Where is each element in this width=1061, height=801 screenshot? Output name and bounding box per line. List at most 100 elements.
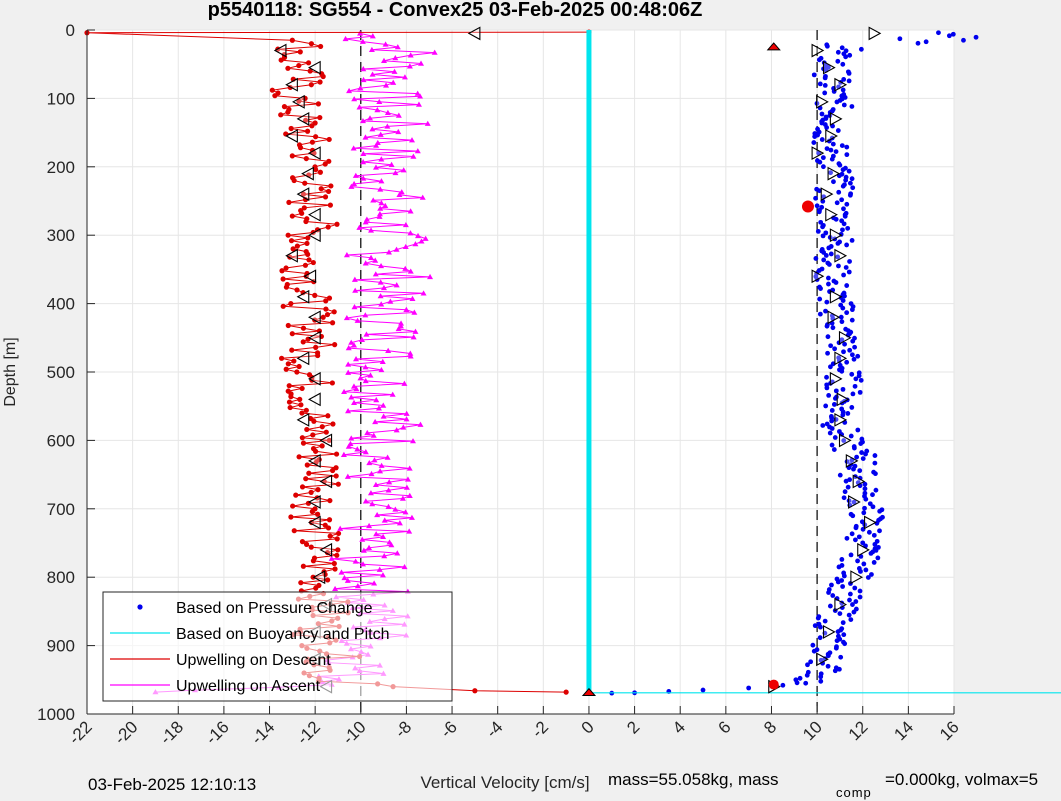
pressure-point <box>830 141 836 147</box>
descent-point <box>289 37 295 43</box>
descent-point <box>326 295 333 301</box>
pressure-point <box>936 30 941 36</box>
pressure-point <box>821 257 827 263</box>
pressure-point <box>841 221 847 227</box>
descent-point <box>325 525 332 531</box>
pressure-point <box>833 216 839 222</box>
pressure-point <box>847 347 853 353</box>
descent-marker <box>296 187 310 202</box>
ascent-point <box>356 104 363 110</box>
descent-point <box>289 213 295 219</box>
footer-info: mass=55.058kg, mass <box>608 770 779 789</box>
pressure-point <box>857 594 863 600</box>
pressure-point <box>849 104 855 109</box>
pressure-point <box>827 603 833 609</box>
descent-point <box>303 155 309 162</box>
pressure-point <box>841 76 847 82</box>
descent-point <box>279 355 285 361</box>
descent-point <box>278 112 284 118</box>
descent-point <box>299 385 305 392</box>
ascent-point <box>380 533 387 540</box>
ascent-point <box>373 142 380 148</box>
pressure-point <box>829 156 835 162</box>
pressure-point <box>836 564 842 570</box>
ascent-point <box>362 377 369 384</box>
descent-point <box>289 347 295 353</box>
descent-point <box>317 114 323 121</box>
descent-point <box>308 41 315 47</box>
ascent-marker <box>834 412 848 427</box>
pressure-point <box>794 680 800 686</box>
pressure-point <box>877 528 882 534</box>
pressure-point <box>837 472 843 478</box>
pressure-point <box>839 45 845 51</box>
pressure-point <box>797 675 803 681</box>
ascent-marker <box>834 351 848 366</box>
ascent-point <box>377 205 384 211</box>
descent-point <box>290 246 296 252</box>
pressure-point <box>855 353 861 359</box>
ascent-point <box>352 558 359 564</box>
pressure-point <box>822 618 828 624</box>
pressure-point <box>823 253 829 258</box>
y-tick-label: 900 <box>47 637 75 656</box>
pressure-point <box>804 672 810 678</box>
pressure-point <box>852 383 858 389</box>
ascent-point <box>345 407 352 414</box>
ascent-point <box>340 451 347 457</box>
descent-point <box>299 210 305 216</box>
pressure-point <box>844 144 850 150</box>
pressure-point <box>857 389 863 395</box>
pressure-point <box>826 275 831 281</box>
ascent-point <box>378 178 385 184</box>
ascent-point <box>399 495 406 501</box>
descent-marker <box>285 129 298 143</box>
pressure-point <box>858 441 864 446</box>
ascent-point <box>414 148 421 154</box>
ascent-point <box>348 339 355 345</box>
pressure-point <box>849 317 855 323</box>
ascent-point <box>362 219 369 225</box>
pressure-point <box>810 642 816 648</box>
pressure-point <box>812 623 818 629</box>
descent-marker <box>296 412 310 427</box>
ascent-point <box>381 517 388 523</box>
descent-point <box>293 492 299 498</box>
ascent-point <box>380 57 387 63</box>
pressure-point <box>843 265 849 270</box>
ascent-point <box>341 574 348 581</box>
descent-point <box>316 328 323 334</box>
ascent-point <box>364 429 371 436</box>
pressure-point <box>815 615 821 621</box>
descent-point <box>285 361 291 367</box>
ascent-point <box>372 481 379 488</box>
ascent-point <box>384 454 391 460</box>
legend-label: Upwelling on Descent <box>176 652 331 669</box>
ascent-point <box>351 342 358 348</box>
pressure-point <box>841 272 846 278</box>
pressure-point <box>818 286 823 291</box>
ascent-point <box>415 101 422 107</box>
pressure-point <box>946 33 952 39</box>
pressure-point <box>849 531 855 537</box>
pressure-point <box>817 296 823 302</box>
ascent-point <box>415 232 422 239</box>
pressure-point <box>868 550 874 556</box>
ascent-point <box>380 402 387 408</box>
pressure-point <box>923 39 929 45</box>
pressure-point <box>863 451 868 457</box>
legend-box <box>102 591 453 702</box>
ascent-point <box>367 115 374 121</box>
descent-point <box>288 301 294 307</box>
descent-point <box>306 470 312 476</box>
pressure-point <box>832 396 838 401</box>
pressure-point <box>950 31 956 37</box>
pressure-point <box>840 61 846 67</box>
pressure-point <box>859 450 865 455</box>
pressure-point <box>840 298 846 303</box>
pressure-point <box>808 659 814 665</box>
pressure-point <box>846 269 852 275</box>
ascent-point <box>379 572 386 578</box>
ascent-point <box>352 287 359 293</box>
pressure-point <box>831 402 837 407</box>
